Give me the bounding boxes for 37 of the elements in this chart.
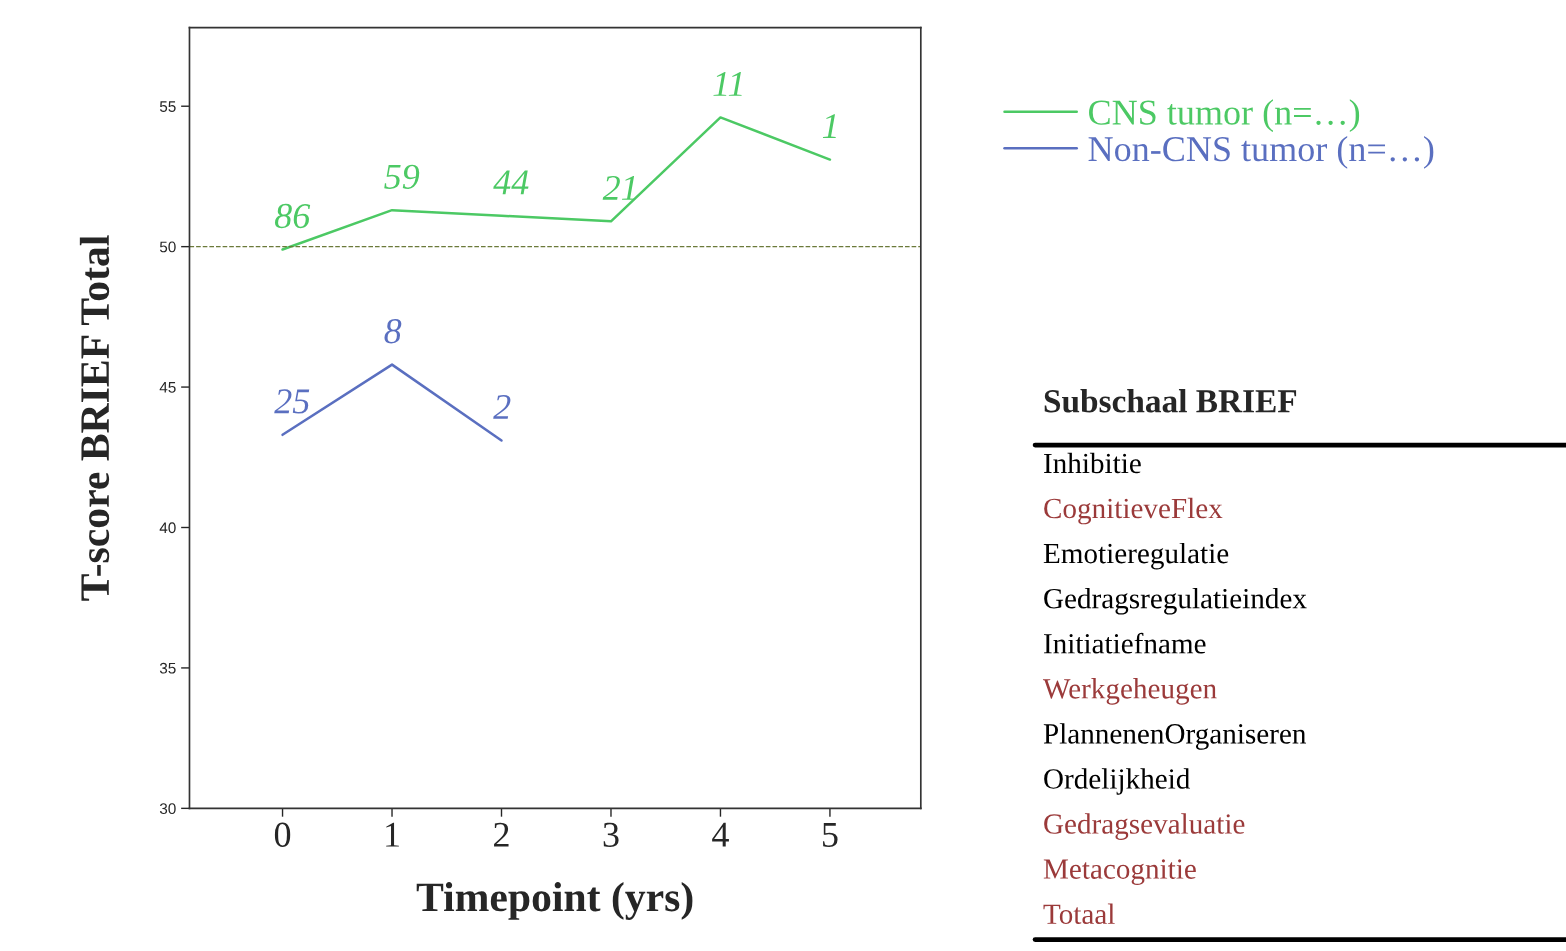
text: CognitieveFlex — [1044, 497, 1223, 525]
annotation: 1 — [822, 114, 836, 138]
text: Totaal — [1043, 903, 1115, 925]
y-tick-label: 30 — [159, 803, 176, 815]
legend-label: CNS tumor (n=…) — [1089, 99, 1360, 133]
annotation: 2 — [493, 394, 511, 419]
annotation: 8 — [384, 319, 402, 344]
annotation: 11 — [713, 72, 742, 96]
x-tick-label: 4 — [712, 822, 729, 847]
annotation: 44 — [493, 170, 529, 195]
annotation: 59 — [384, 164, 420, 189]
y-axis-title: T-score BRIEF Total — [79, 235, 110, 601]
y-tick-label: 45 — [159, 382, 176, 393]
text: Gedragsregulatieindex — [1044, 587, 1307, 615]
x-tick-label: 3 — [603, 822, 619, 847]
y-tick-label: 35 — [159, 662, 176, 674]
x-tick-label: 0 — [274, 822, 291, 847]
text: Subschaal BRIEF — [1044, 389, 1297, 413]
annotation: 21 — [602, 175, 635, 200]
text: Emotieregulatie — [1043, 542, 1229, 570]
x-tick-label: 1 — [386, 822, 399, 847]
x-axis-title: Timepoint (yrs) — [416, 882, 693, 920]
text: Gedragsevaluatie — [1044, 813, 1245, 840]
annotation: 25 — [274, 389, 310, 414]
text: Initiatiefname — [1044, 632, 1206, 654]
y-tick-label: 50 — [159, 241, 176, 253]
y-tick-label: 55 — [159, 101, 176, 112]
text: Werkgeheugen — [1042, 678, 1217, 705]
text: Inhibitie — [1044, 452, 1141, 474]
y-tick-label: 40 — [159, 522, 176, 534]
annotation: 86 — [274, 203, 311, 229]
x-tick-label: 5 — [823, 822, 838, 847]
x-tick-label: 2 — [494, 822, 509, 847]
text: PlannenenOrganiseren — [1043, 723, 1307, 750]
legend-label: Non-CNS tumor (n=…) — [1088, 135, 1434, 169]
text: Ordelijkheid — [1044, 768, 1191, 795]
text: Metacognitie — [1043, 859, 1196, 885]
